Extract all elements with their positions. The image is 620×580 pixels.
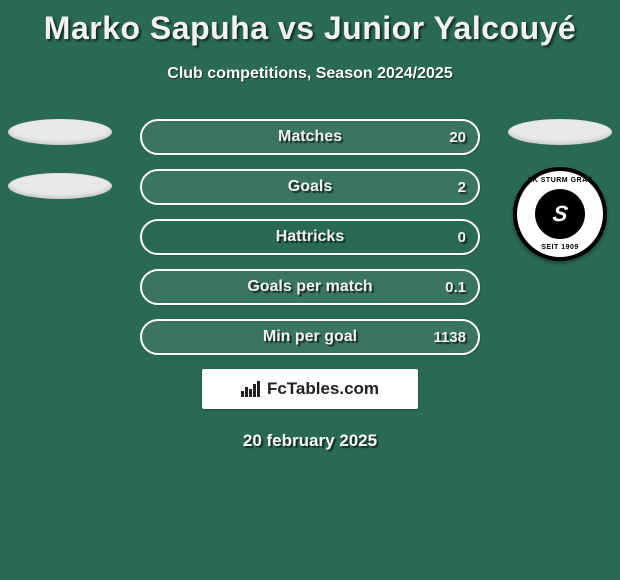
- right-player-column: SK STURM GRAZ S SEIT 1909: [500, 119, 620, 261]
- bar-chart-icon: [241, 381, 261, 397]
- stat-value-right: 0: [446, 221, 478, 253]
- stat-value-right: 20: [437, 121, 478, 153]
- crest-top-text: SK STURM GRAZ: [517, 177, 603, 184]
- left-player-column: [0, 119, 120, 199]
- subtitle: Club competitions, Season 2024/2025: [0, 65, 620, 83]
- crest-bottom-text: SEIT 1909: [517, 244, 603, 251]
- stat-value-right: 2: [446, 171, 478, 203]
- stat-bar-goals-per-match: Goals per match 0.1: [140, 269, 480, 305]
- stat-bar-matches: Matches 20: [140, 119, 480, 155]
- stat-label: Goals per match: [142, 271, 478, 303]
- snapshot-date: 20 february 2025: [0, 431, 620, 451]
- page-title: Marko Sapuha vs Junior Yalcouyé: [0, 0, 620, 47]
- comparison-card: Marko Sapuha vs Junior Yalcouyé Club com…: [0, 0, 620, 580]
- stat-value-right: 1138: [421, 321, 478, 353]
- stat-bar-hattricks: Hattricks 0: [140, 219, 480, 255]
- left-player-photo-placeholder: [8, 119, 112, 145]
- stat-bar-min-per-goal: Min per goal 1138: [140, 319, 480, 355]
- stat-label: Goals: [142, 171, 478, 203]
- brand-text: FcTables.com: [267, 379, 379, 399]
- brand-box: FcTables.com: [202, 369, 418, 409]
- crest-letter: S: [551, 201, 569, 227]
- left-player-crest-placeholder: [8, 173, 112, 199]
- stat-label: Hattricks: [142, 221, 478, 253]
- right-player-photo-placeholder: [508, 119, 612, 145]
- stat-value-right: 0.1: [433, 271, 478, 303]
- stats-stage: SK STURM GRAZ S SEIT 1909 Matches 20 Goa…: [0, 119, 620, 355]
- crest-inner: S: [535, 189, 585, 239]
- stat-label: Matches: [142, 121, 478, 153]
- right-player-club-crest: SK STURM GRAZ S SEIT 1909: [513, 167, 607, 261]
- stat-bars: Matches 20 Goals 2 Hattricks 0 Goals per…: [140, 119, 480, 355]
- stat-bar-goals: Goals 2: [140, 169, 480, 205]
